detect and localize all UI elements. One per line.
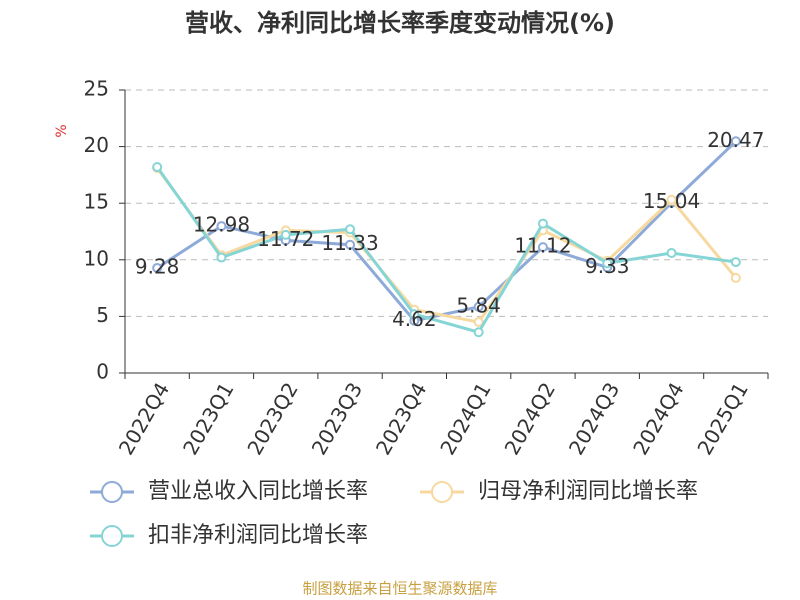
- data-label: 5.84: [456, 293, 501, 317]
- data-point: [666, 248, 677, 259]
- y-tick-label: 10: [84, 246, 109, 270]
- data-point: [473, 301, 484, 312]
- data-label: 20.47: [707, 128, 764, 152]
- series-line: [155, 166, 737, 335]
- x-tick-label: 2023Q4: [371, 378, 431, 459]
- data-label: 9.28: [135, 254, 180, 278]
- data-point: [216, 252, 227, 263]
- legend-label: 营业总收入同比增长率: [148, 479, 368, 504]
- data-label: 15.04: [643, 189, 700, 213]
- data-point: [537, 242, 548, 253]
- y-tick-label: 20: [84, 133, 109, 157]
- data-label: 12.98: [193, 213, 250, 237]
- y-unit: %: [54, 124, 70, 137]
- chart-title: 营收、净利同比增长率季度变动情况(%): [185, 9, 615, 37]
- legend-label: 归母净利润同比增长率: [478, 479, 698, 504]
- data-point: [409, 309, 420, 320]
- data-point: [666, 194, 677, 205]
- data-point: [730, 257, 741, 268]
- x-tick-label: 2023Q2: [242, 378, 302, 459]
- data-point: [345, 239, 356, 250]
- y-tick-label: 0: [96, 360, 109, 384]
- data-label: 9.33: [585, 254, 630, 278]
- data-label: 4.62: [392, 307, 437, 331]
- data-label: 11.33: [321, 231, 378, 255]
- x-tick-label: 2023Q1: [178, 378, 238, 459]
- y-tick-label: 15: [84, 190, 109, 214]
- data-point: [602, 258, 613, 269]
- x-tick-label: 2024Q4: [628, 378, 688, 459]
- series-line: [155, 167, 738, 324]
- legend-marker: [101, 525, 123, 547]
- data-label: 11.72: [257, 227, 314, 251]
- x-tick-label: 2022Q4: [114, 378, 174, 459]
- data-point: [537, 218, 548, 229]
- x-tick-label: 2024Q2: [500, 378, 560, 459]
- data-point: [473, 327, 484, 338]
- data-point: [345, 224, 356, 235]
- data-label: 11.12: [514, 234, 571, 258]
- x-tick-label: 2023Q3: [307, 378, 367, 459]
- x-tick-label: 2025Q1: [692, 378, 752, 459]
- data-point: [152, 161, 163, 172]
- data-point: [730, 136, 741, 147]
- y-tick-label: 25: [84, 77, 109, 101]
- series-line: [156, 140, 737, 323]
- data-point: [730, 272, 741, 283]
- data-point: [152, 262, 163, 273]
- x-tick-label: 2024Q1: [435, 378, 495, 459]
- legend-marker: [431, 481, 453, 503]
- legend-label: 扣非净利润同比增长率: [148, 523, 368, 548]
- x-tick-label: 2024Q3: [564, 378, 624, 459]
- source-note: 制图数据来自恒生聚源数据库: [302, 580, 497, 598]
- data-point: [216, 221, 227, 232]
- data-point: [280, 229, 291, 240]
- legend-marker: [101, 481, 123, 503]
- data-point: [473, 317, 484, 328]
- y-tick-label: 5: [96, 303, 109, 327]
